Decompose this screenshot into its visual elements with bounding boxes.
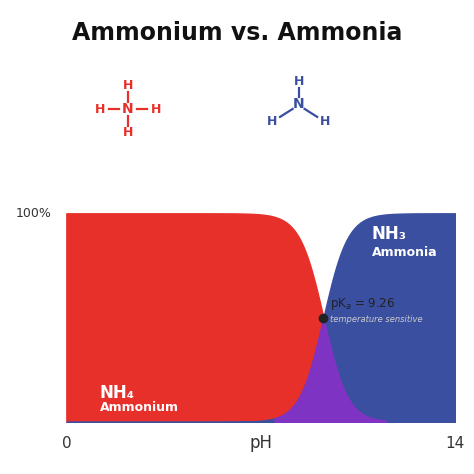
Text: Ammonia: Ammonia: [372, 246, 438, 259]
Text: H: H: [320, 115, 330, 128]
Text: H: H: [151, 102, 161, 116]
Text: pH: pH: [249, 434, 272, 452]
Text: H: H: [123, 79, 133, 92]
Text: 100%: 100%: [15, 207, 51, 220]
Text: H: H: [123, 126, 133, 139]
Text: H: H: [95, 102, 105, 116]
Text: NH₃: NH₃: [372, 225, 407, 243]
Text: NH₄: NH₄: [100, 383, 135, 401]
Text: N: N: [293, 97, 304, 111]
Text: 14: 14: [446, 436, 465, 451]
Text: Ammonium: Ammonium: [100, 401, 179, 414]
Text: N: N: [122, 102, 134, 116]
Text: Ammonium vs. Ammonia: Ammonium vs. Ammonia: [72, 21, 402, 46]
Text: H: H: [293, 74, 304, 88]
Text: pK$_a$ = 9.26: pK$_a$ = 9.26: [330, 296, 395, 312]
Text: temperature sensitive: temperature sensitive: [330, 315, 423, 324]
Text: H: H: [267, 115, 277, 128]
Text: 0: 0: [62, 436, 71, 451]
